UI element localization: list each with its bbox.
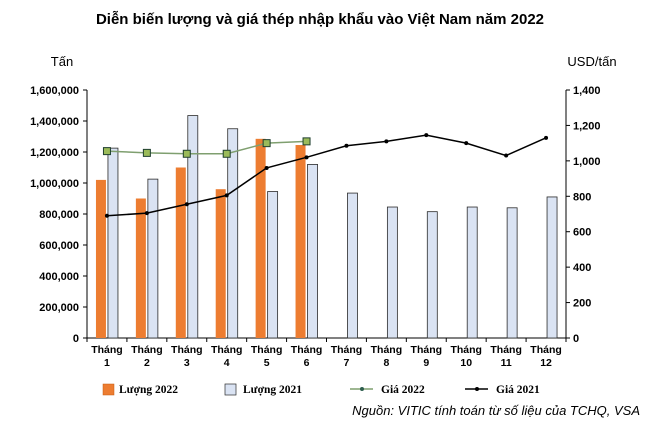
- bar-luong-2021: [466, 206, 478, 339]
- x-tick-label: 12: [540, 357, 552, 369]
- bar-luong-2022: [215, 189, 226, 338]
- legend-label-gia-2021: Giá 2021: [496, 384, 540, 396]
- bar-luong-2022: [255, 138, 266, 338]
- y-tick-left-label: 400,000: [39, 271, 79, 283]
- x-tick-label: 8: [383, 357, 389, 369]
- point-gia-2022: [142, 148, 151, 157]
- x-tick-label: 11: [501, 357, 512, 369]
- point-gia-2021: [224, 193, 229, 198]
- x-tick-label: Tháng: [411, 344, 443, 356]
- x-tick-label: Tháng: [450, 344, 482, 356]
- point-gia-2022: [262, 139, 271, 148]
- y-tick-left-label: 200,000: [39, 302, 79, 314]
- bar-luong-2022: [135, 198, 146, 338]
- x-tick-label: 2: [144, 357, 150, 369]
- bar-luong-2021: [506, 207, 518, 339]
- x-tick-label: Tháng: [171, 344, 203, 356]
- x-tick-label: Tháng: [530, 344, 562, 356]
- y-tick-left-label: 1,400,000: [30, 116, 79, 128]
- y-tick-right-label: 800: [573, 191, 591, 203]
- point-gia-2022: [222, 149, 231, 158]
- chart-title: Diễn biến lượng và giá thép nhập khẩu và…: [96, 11, 544, 28]
- x-tick-label: Tháng: [331, 344, 363, 356]
- legend-label-luong-2022: Lượng 2022: [119, 384, 178, 396]
- bar-luong-2021: [546, 196, 558, 339]
- x-tick-label: 4: [224, 357, 230, 369]
- point-gia-2021: [344, 143, 349, 148]
- x-tick-label: Tháng: [371, 344, 403, 356]
- y-axis-right-label: USD/tấn: [567, 54, 616, 69]
- y-tick-right-label: 200: [573, 298, 591, 310]
- point-gia-2021: [264, 165, 269, 170]
- y-tick-right-label: 1,400: [573, 85, 601, 97]
- x-tick-label: 10: [460, 357, 472, 369]
- x-tick-label: 9: [423, 357, 429, 369]
- point-gia-2022: [182, 149, 191, 158]
- y-tick-right-label: 0: [573, 333, 579, 345]
- bar-luong-2022: [95, 179, 106, 338]
- point-gia-2022: [302, 137, 311, 146]
- x-tick-label: 5: [264, 357, 270, 369]
- y-tick-right-label: 1,200: [573, 120, 601, 132]
- y-tick-left-label: 0: [73, 333, 79, 345]
- legend-marker-gia-2021: [475, 387, 479, 391]
- x-tick-label: 7: [344, 357, 350, 369]
- point-gia-2021: [424, 133, 429, 138]
- point-gia-2021: [104, 213, 109, 218]
- y-tick-left-label: 800,000: [39, 209, 79, 221]
- x-tick-label: 6: [304, 357, 310, 369]
- legend-label-luong-2021: Lượng 2021: [243, 384, 302, 396]
- y-tick-left-label: 1,200,000: [30, 147, 79, 159]
- bar-luong-2021: [267, 191, 279, 339]
- bar-luong-2021: [426, 211, 438, 339]
- legend-label-gia-2022: Giá 2022: [381, 384, 425, 396]
- y-tick-left-label: 600,000: [39, 240, 79, 252]
- x-tick-label: Tháng: [291, 344, 323, 356]
- legend-marker-gia-2022: [360, 387, 364, 391]
- x-tick-label: 1: [104, 357, 110, 369]
- point-gia-2021: [304, 155, 309, 160]
- y-tick-left-label: 1,600,000: [30, 85, 79, 97]
- x-tick-label: Tháng: [251, 344, 283, 356]
- x-tick-label: 3: [184, 357, 190, 369]
- y-tick-left-label: 1,000,000: [30, 178, 79, 190]
- point-gia-2021: [504, 153, 509, 158]
- x-tick-label: Tháng: [211, 344, 243, 356]
- bar-luong-2021: [227, 128, 239, 339]
- y-tick-right-label: 1,000: [573, 156, 601, 168]
- x-tick-label: Tháng: [91, 344, 123, 356]
- legend: Lượng 2022 Lượng 2021 Giá 2022 Giá 2021: [102, 383, 540, 396]
- bar-luong-2022: [295, 145, 306, 338]
- bar-luong-2021: [386, 206, 398, 339]
- bar-luong-2021: [187, 115, 199, 339]
- bar-luong-2021: [107, 147, 119, 339]
- legend-swatch-luong-2021: [224, 383, 237, 396]
- y-tick-right-label: 600: [573, 227, 591, 239]
- bar-luong-2021: [147, 178, 159, 339]
- point-gia-2021: [144, 211, 149, 216]
- point-gia-2021: [384, 139, 389, 144]
- series-gia-2021-line: [106, 134, 547, 217]
- point-gia-2022: [102, 147, 111, 156]
- bar-luong-2022: [175, 167, 186, 338]
- y-axis-left-label: Tấn: [51, 54, 73, 69]
- bar-luong-2021: [347, 192, 358, 339]
- x-tick-label: Tháng: [490, 344, 522, 356]
- point-gia-2021: [184, 202, 189, 207]
- y-tick-right-label: 400: [573, 262, 591, 274]
- bar-luong-2021: [307, 163, 318, 339]
- x-tick-label: Tháng: [131, 344, 163, 356]
- point-gia-2021: [544, 135, 549, 140]
- legend-swatch-luong-2022: [102, 383, 115, 396]
- plot-area: 0 200,000 400,000 600,000 800,000 1,000,000 1,…: [30, 85, 600, 369]
- point-gia-2021: [464, 141, 469, 146]
- source-note: Nguồn: VITIC tính toán từ số liệu của TC…: [352, 403, 640, 418]
- series-gia-2022-line: [106, 140, 307, 155]
